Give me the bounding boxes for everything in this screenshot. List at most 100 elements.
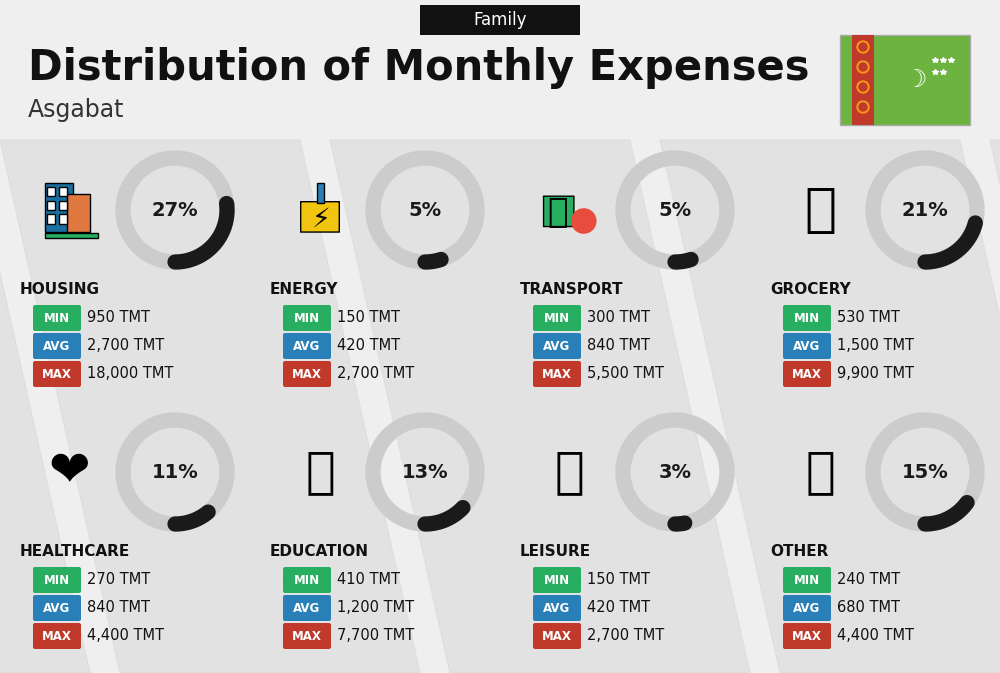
FancyBboxPatch shape (783, 361, 831, 387)
Polygon shape (0, 140, 90, 673)
FancyBboxPatch shape (45, 233, 98, 238)
Text: MAX: MAX (42, 367, 72, 380)
FancyBboxPatch shape (783, 305, 831, 331)
Text: TRANSPORT: TRANSPORT (520, 283, 624, 297)
FancyBboxPatch shape (59, 201, 67, 210)
FancyBboxPatch shape (852, 35, 874, 125)
FancyBboxPatch shape (533, 623, 581, 649)
FancyBboxPatch shape (33, 623, 81, 649)
Text: MIN: MIN (294, 573, 320, 586)
FancyBboxPatch shape (283, 333, 331, 359)
FancyBboxPatch shape (47, 187, 55, 197)
Text: MAX: MAX (42, 629, 72, 643)
Text: MAX: MAX (292, 367, 322, 380)
Text: 13%: 13% (402, 462, 448, 481)
Polygon shape (0, 140, 420, 673)
Text: LEISURE: LEISURE (520, 544, 591, 559)
Text: 27%: 27% (152, 201, 198, 219)
Text: 5,500 TMT: 5,500 TMT (587, 367, 664, 382)
Text: HOUSING: HOUSING (20, 283, 100, 297)
Text: 410 TMT: 410 TMT (337, 573, 400, 588)
Text: 2,700 TMT: 2,700 TMT (337, 367, 414, 382)
Text: MIN: MIN (794, 573, 820, 586)
FancyBboxPatch shape (59, 215, 67, 223)
Text: AVG: AVG (293, 602, 321, 614)
Text: AVG: AVG (793, 602, 821, 614)
Text: Distribution of Monthly Expenses: Distribution of Monthly Expenses (28, 47, 810, 89)
Text: MAX: MAX (542, 629, 572, 643)
Text: 🛍️: 🛍️ (555, 448, 585, 496)
Text: 3%: 3% (658, 462, 692, 481)
FancyBboxPatch shape (420, 5, 580, 35)
FancyBboxPatch shape (317, 182, 324, 203)
Text: 950 TMT: 950 TMT (87, 310, 150, 326)
Text: 🛒: 🛒 (804, 184, 836, 236)
FancyBboxPatch shape (283, 361, 331, 387)
Text: 21%: 21% (902, 201, 948, 219)
Text: MAX: MAX (792, 367, 822, 380)
Text: 7,700 TMT: 7,700 TMT (337, 629, 414, 643)
Circle shape (857, 61, 869, 73)
FancyBboxPatch shape (783, 333, 831, 359)
Text: 840 TMT: 840 TMT (587, 339, 650, 353)
FancyBboxPatch shape (783, 567, 831, 593)
Text: 🎓: 🎓 (305, 448, 335, 496)
Text: 🚌: 🚌 (548, 197, 568, 229)
FancyBboxPatch shape (47, 215, 55, 223)
Text: 15%: 15% (902, 462, 948, 481)
Text: MAX: MAX (542, 367, 572, 380)
Text: 1,200 TMT: 1,200 TMT (337, 600, 414, 616)
FancyBboxPatch shape (533, 595, 581, 621)
Text: ☽: ☽ (904, 68, 926, 92)
Text: AVG: AVG (43, 339, 71, 353)
Text: MAX: MAX (792, 629, 822, 643)
Text: 11%: 11% (152, 462, 198, 481)
Text: MIN: MIN (544, 573, 570, 586)
Circle shape (859, 103, 867, 111)
Text: AVG: AVG (543, 602, 571, 614)
FancyBboxPatch shape (783, 595, 831, 621)
Text: 420 TMT: 420 TMT (337, 339, 400, 353)
Text: 4,400 TMT: 4,400 TMT (87, 629, 164, 643)
Polygon shape (330, 140, 750, 673)
Text: 5%: 5% (658, 201, 692, 219)
Text: 530 TMT: 530 TMT (837, 310, 900, 326)
FancyBboxPatch shape (533, 305, 581, 331)
FancyBboxPatch shape (33, 567, 81, 593)
Text: 2,700 TMT: 2,700 TMT (87, 339, 164, 353)
FancyBboxPatch shape (283, 623, 331, 649)
Text: 150 TMT: 150 TMT (587, 573, 650, 588)
FancyBboxPatch shape (840, 35, 970, 125)
Text: 18,000 TMT: 18,000 TMT (87, 367, 173, 382)
Text: 420 TMT: 420 TMT (587, 600, 650, 616)
Text: 840 TMT: 840 TMT (87, 600, 150, 616)
Polygon shape (990, 140, 1000, 673)
FancyBboxPatch shape (783, 623, 831, 649)
Text: MIN: MIN (44, 312, 70, 324)
FancyBboxPatch shape (283, 567, 331, 593)
Text: 👜: 👜 (805, 448, 835, 496)
Circle shape (859, 63, 867, 71)
Text: 680 TMT: 680 TMT (837, 600, 900, 616)
Circle shape (572, 209, 596, 233)
Text: AVG: AVG (43, 602, 71, 614)
Circle shape (859, 43, 867, 51)
Text: 270 TMT: 270 TMT (87, 573, 150, 588)
Circle shape (857, 101, 869, 113)
Circle shape (857, 81, 869, 93)
FancyBboxPatch shape (33, 333, 81, 359)
Text: EDUCATION: EDUCATION (270, 544, 369, 559)
Text: GROCERY: GROCERY (770, 283, 851, 297)
Text: MIN: MIN (794, 312, 820, 324)
Text: Family: Family (473, 11, 527, 29)
FancyBboxPatch shape (283, 595, 331, 621)
Text: AVG: AVG (543, 339, 571, 353)
Text: MIN: MIN (44, 573, 70, 586)
FancyBboxPatch shape (533, 361, 581, 387)
Text: MIN: MIN (544, 312, 570, 324)
Text: AVG: AVG (793, 339, 821, 353)
Text: MIN: MIN (294, 312, 320, 324)
FancyBboxPatch shape (47, 201, 55, 210)
Circle shape (859, 83, 867, 91)
Text: 1,500 TMT: 1,500 TMT (837, 339, 914, 353)
